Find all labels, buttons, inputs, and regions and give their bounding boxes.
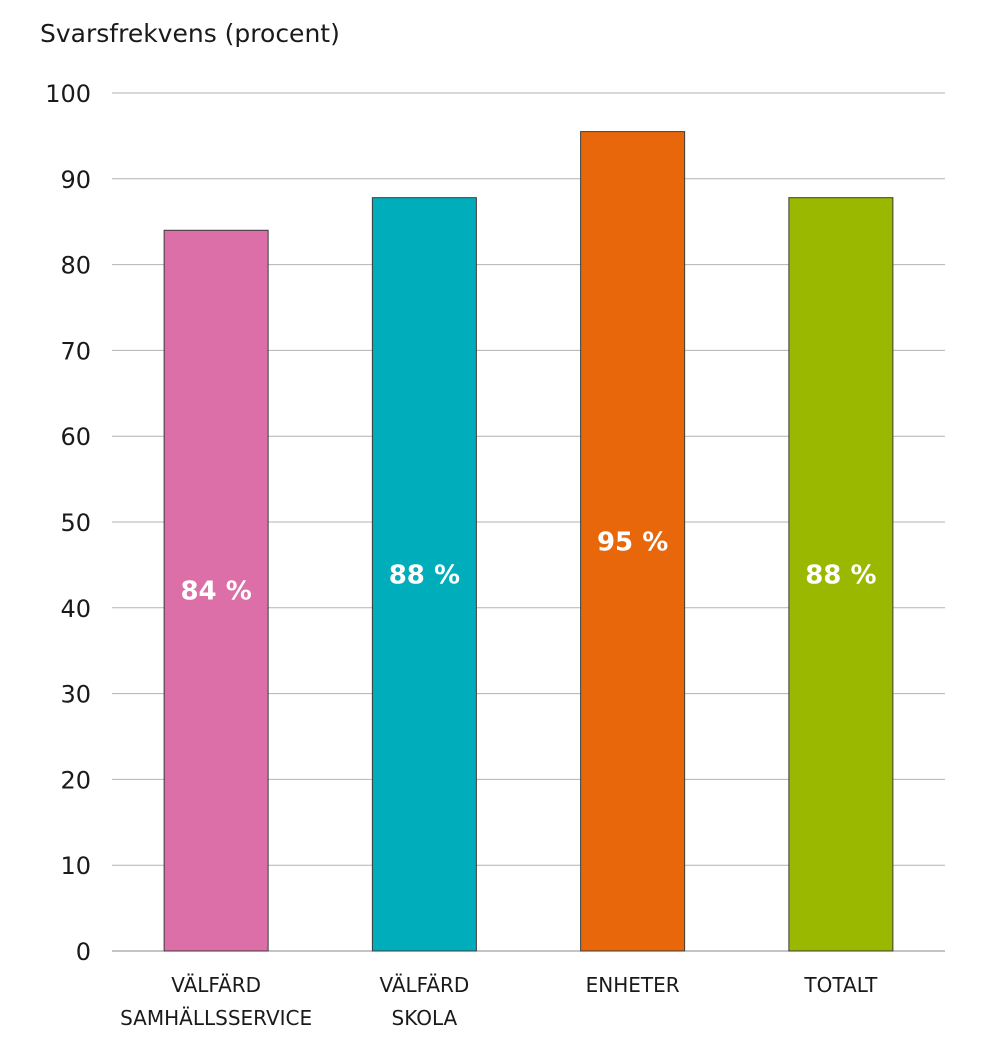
- data-label: 88 %: [805, 560, 876, 590]
- y-tick-label: 50: [60, 509, 91, 537]
- y-tick-label: 70: [60, 337, 91, 365]
- y-tick-label: 100: [45, 80, 91, 108]
- y-axis-label: Svarsfrekvens (procent): [40, 19, 340, 48]
- bar: [163, 229, 269, 952]
- y-tick-label: 0: [76, 938, 91, 966]
- data-label: 88 %: [389, 560, 460, 590]
- x-category-label: ENHETER: [586, 973, 680, 997]
- x-category-label: SKOLA: [392, 1006, 458, 1030]
- y-tick-label: 40: [60, 595, 91, 623]
- x-category-label: TOTALT: [803, 973, 878, 997]
- x-category-label: SAMHÄLLSSERVICE: [120, 1006, 312, 1030]
- x-category-label: VÄLFÄRD: [171, 973, 261, 997]
- y-tick-label: 80: [60, 252, 91, 280]
- y-tick-label: 60: [60, 423, 91, 451]
- y-tick-label: 10: [60, 852, 91, 880]
- bar: [788, 197, 894, 952]
- data-label: 84 %: [180, 577, 251, 607]
- x-category-label: VÄLFÄRD: [379, 973, 469, 997]
- bar: [580, 131, 686, 952]
- y-tick-label: 20: [60, 766, 91, 794]
- y-tick-label: 90: [60, 166, 91, 194]
- y-tick-label: 30: [60, 681, 91, 709]
- data-label: 95 %: [597, 527, 668, 557]
- bar: [371, 197, 477, 952]
